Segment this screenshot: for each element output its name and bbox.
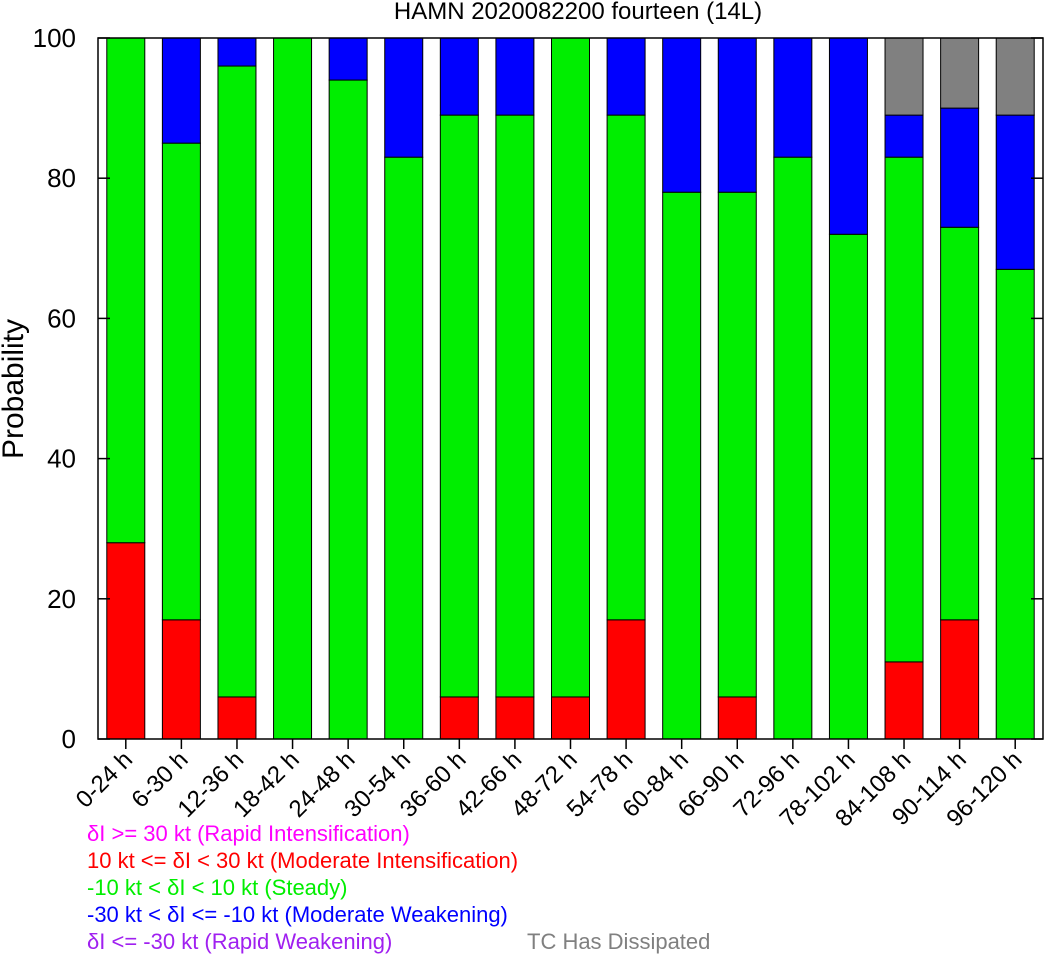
bar-segment-steady-42-66h xyxy=(495,114,535,698)
y-tick-label: 100 xyxy=(33,23,76,53)
bar-segment-steady-48-72h xyxy=(551,37,590,698)
bar-segment-moderate_weakening-72-96h xyxy=(773,37,813,158)
bar-segment-moderate_intensification-36-60h xyxy=(439,696,479,740)
bar-segment-steady-24-48h xyxy=(328,79,368,740)
bar-segment-steady-36-60h xyxy=(439,114,479,698)
legend-item-dissipated: TC Has Dissipated xyxy=(527,929,711,954)
bar-segment-dissipated-84-108h xyxy=(884,37,924,116)
bar-segment-steady-78-102h xyxy=(828,233,868,740)
bar-segment-moderate_intensification-42-66h xyxy=(495,696,535,740)
bar-segment-dissipated-90-114h xyxy=(940,37,980,109)
legend: δI >= 30 kt (Rapid Intensification) 10 k… xyxy=(87,820,518,955)
bar-segment-moderate_weakening-6-30h xyxy=(161,37,201,144)
bar-segment-moderate_intensification-6-30h xyxy=(161,619,201,740)
legend-item-rapid-weakening: δI <= -30 kt (Rapid Weakening) xyxy=(87,929,393,954)
bar-segment-moderate_weakening-90-114h xyxy=(940,107,980,228)
bar-segment-moderate_weakening-60-84h xyxy=(662,37,702,193)
bar-segment-steady-84-108h xyxy=(884,156,924,663)
bar-segment-moderate_intensification-12-36h xyxy=(217,696,257,740)
bar-segment-steady-54-78h xyxy=(606,114,646,621)
bar-segment-steady-18-42h xyxy=(273,37,313,740)
bar-segment-moderate_weakening-78-102h xyxy=(828,37,868,235)
bar-segment-moderate_intensification-66-90h xyxy=(717,696,757,740)
legend-item-steady: -10 kt < δI < 10 kt (Steady) xyxy=(87,875,348,900)
bar-segment-moderate_intensification-90-114h xyxy=(940,619,980,740)
bar-segment-moderate_weakening-30-54h xyxy=(384,37,424,158)
bar-segment-moderate_intensification-0-24h xyxy=(106,542,146,740)
bar-segment-dissipated-96-120h xyxy=(995,37,1035,116)
y-axis-label: Probability xyxy=(0,319,30,459)
bar-segment-moderate_weakening-12-36h xyxy=(217,37,257,67)
bar-segment-steady-72-96h xyxy=(773,156,813,740)
bar-segment-moderate_intensification-54-78h xyxy=(606,619,646,740)
y-tick-label: 60 xyxy=(47,303,76,333)
bar-segment-steady-60-84h xyxy=(662,191,702,740)
bar-segment-moderate_weakening-84-108h xyxy=(884,114,924,158)
bar-segment-moderate_weakening-42-66h xyxy=(495,37,535,116)
y-tick-label: 0 xyxy=(62,724,76,754)
bar-segment-moderate_weakening-54-78h xyxy=(606,37,646,116)
bar-segment-moderate_weakening-36-60h xyxy=(439,37,479,116)
bars-group xyxy=(106,37,1035,740)
bar-segment-steady-0-24h xyxy=(106,37,146,544)
bar-segment-moderate_weakening-96-120h xyxy=(995,114,1035,270)
y-tick-label: 80 xyxy=(47,163,76,193)
y-tick-label: 20 xyxy=(47,584,76,614)
legend-item-rapid-intensification: δI >= 30 kt (Rapid Intensification) xyxy=(87,821,410,846)
bar-segment-steady-6-30h xyxy=(161,142,201,621)
x-tick-label: 0-24 h xyxy=(71,746,138,813)
bar-segment-steady-66-90h xyxy=(717,191,757,698)
legend-item-moderate-intensification: 10 kt <= δI < 30 kt (Moderate Intensific… xyxy=(87,848,519,873)
bar-segment-moderate_intensification-84-108h xyxy=(884,661,924,740)
bar-segment-steady-96-120h xyxy=(995,268,1035,740)
bar-segment-moderate_intensification-48-72h xyxy=(551,696,590,740)
chart-title: HAMN 2020082200 fourteen (14L) xyxy=(394,0,762,25)
bar-segment-steady-90-114h xyxy=(940,226,980,621)
legend-item-moderate-weakening: -30 kt < δI <= -10 kt (Moderate Weakenin… xyxy=(87,902,508,927)
bar-segment-moderate_weakening-24-48h xyxy=(328,37,368,81)
bar-segment-steady-12-36h xyxy=(217,65,257,698)
bar-segment-moderate_weakening-66-90h xyxy=(717,37,757,193)
bar-segment-steady-30-54h xyxy=(384,156,424,740)
y-tick-label: 40 xyxy=(47,444,76,474)
